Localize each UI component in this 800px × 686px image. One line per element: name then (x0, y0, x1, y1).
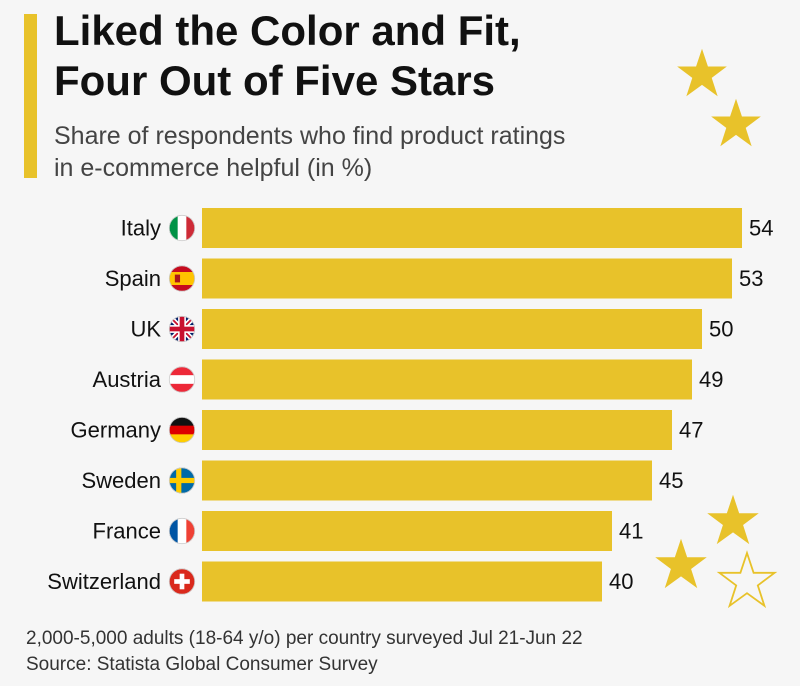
category-label: Sweden (81, 468, 161, 493)
bar (202, 309, 702, 349)
bar-row: Sweden 45 (81, 460, 683, 501)
data-label: 41 (619, 519, 643, 544)
accent-bar (24, 14, 37, 178)
bar (202, 208, 742, 248)
data-label: 49 (699, 367, 723, 392)
star-icon (677, 48, 727, 97)
spain-flag-icon (168, 265, 196, 292)
category-label: UK (130, 317, 161, 342)
chart-title: Liked the Color and Fit, Four Out of Fiv… (54, 6, 694, 106)
bar-chart: Italy 54 Spain 53 UK 50 Austria 49 Germany 47 Swed… (47, 208, 773, 602)
data-label: 54 (749, 216, 773, 241)
category-label: Germany (71, 418, 161, 443)
bar (202, 410, 672, 450)
bar-row: Germany 47 (71, 410, 703, 450)
germany-flag-icon (168, 416, 196, 444)
bar-row: UK 50 (130, 309, 733, 349)
star-icon (707, 494, 759, 545)
data-label: 53 (739, 266, 763, 291)
title-line-1: Liked the Color and Fit, (54, 7, 521, 54)
france-flag-icon (168, 517, 196, 545)
star-outline-icon (716, 550, 778, 609)
bar (202, 511, 612, 551)
category-label: Switzerland (47, 569, 161, 594)
star-icon (655, 538, 707, 589)
star-icon (711, 98, 761, 147)
italy-flag-icon (168, 214, 196, 242)
switzerland-flag-icon (168, 568, 196, 595)
bar-row: Italy 54 (121, 208, 773, 248)
footer-note: 2,000-5,000 adults (18-64 y/o) per count… (26, 628, 583, 649)
bar (202, 359, 692, 400)
bar (202, 460, 652, 501)
data-label: 45 (659, 468, 683, 493)
footer-source: Source: Statista Global Consumer Survey (26, 654, 378, 675)
bar-row: Spain 53 (105, 258, 763, 299)
category-label: France (93, 519, 161, 544)
uk-flag-icon (168, 315, 196, 343)
category-label: Austria (93, 367, 162, 392)
bar (202, 561, 602, 602)
sweden-flag-icon (168, 467, 196, 494)
data-label: 40 (609, 569, 633, 594)
data-label: 50 (709, 317, 733, 342)
bar-row: France 41 (93, 511, 643, 551)
category-label: Spain (105, 266, 161, 291)
subtitle-line-2: in e-commerce helpful (in %) (54, 154, 373, 182)
data-label: 47 (679, 418, 703, 443)
title-line-2: Four Out of Five Stars (54, 57, 496, 104)
chart-subtitle: Share of respondents who find product ra… (54, 120, 674, 184)
austria-flag-icon (168, 366, 196, 393)
bar-row: Switzerland 40 (47, 561, 633, 602)
footer: 2,000-5,000 adults (18-64 y/o) per count… (26, 626, 583, 678)
bar-row: Austria 49 (93, 359, 723, 400)
subtitle-line-1: Share of respondents who find product ra… (54, 122, 566, 150)
bar (202, 258, 732, 299)
category-label: Italy (121, 216, 161, 241)
